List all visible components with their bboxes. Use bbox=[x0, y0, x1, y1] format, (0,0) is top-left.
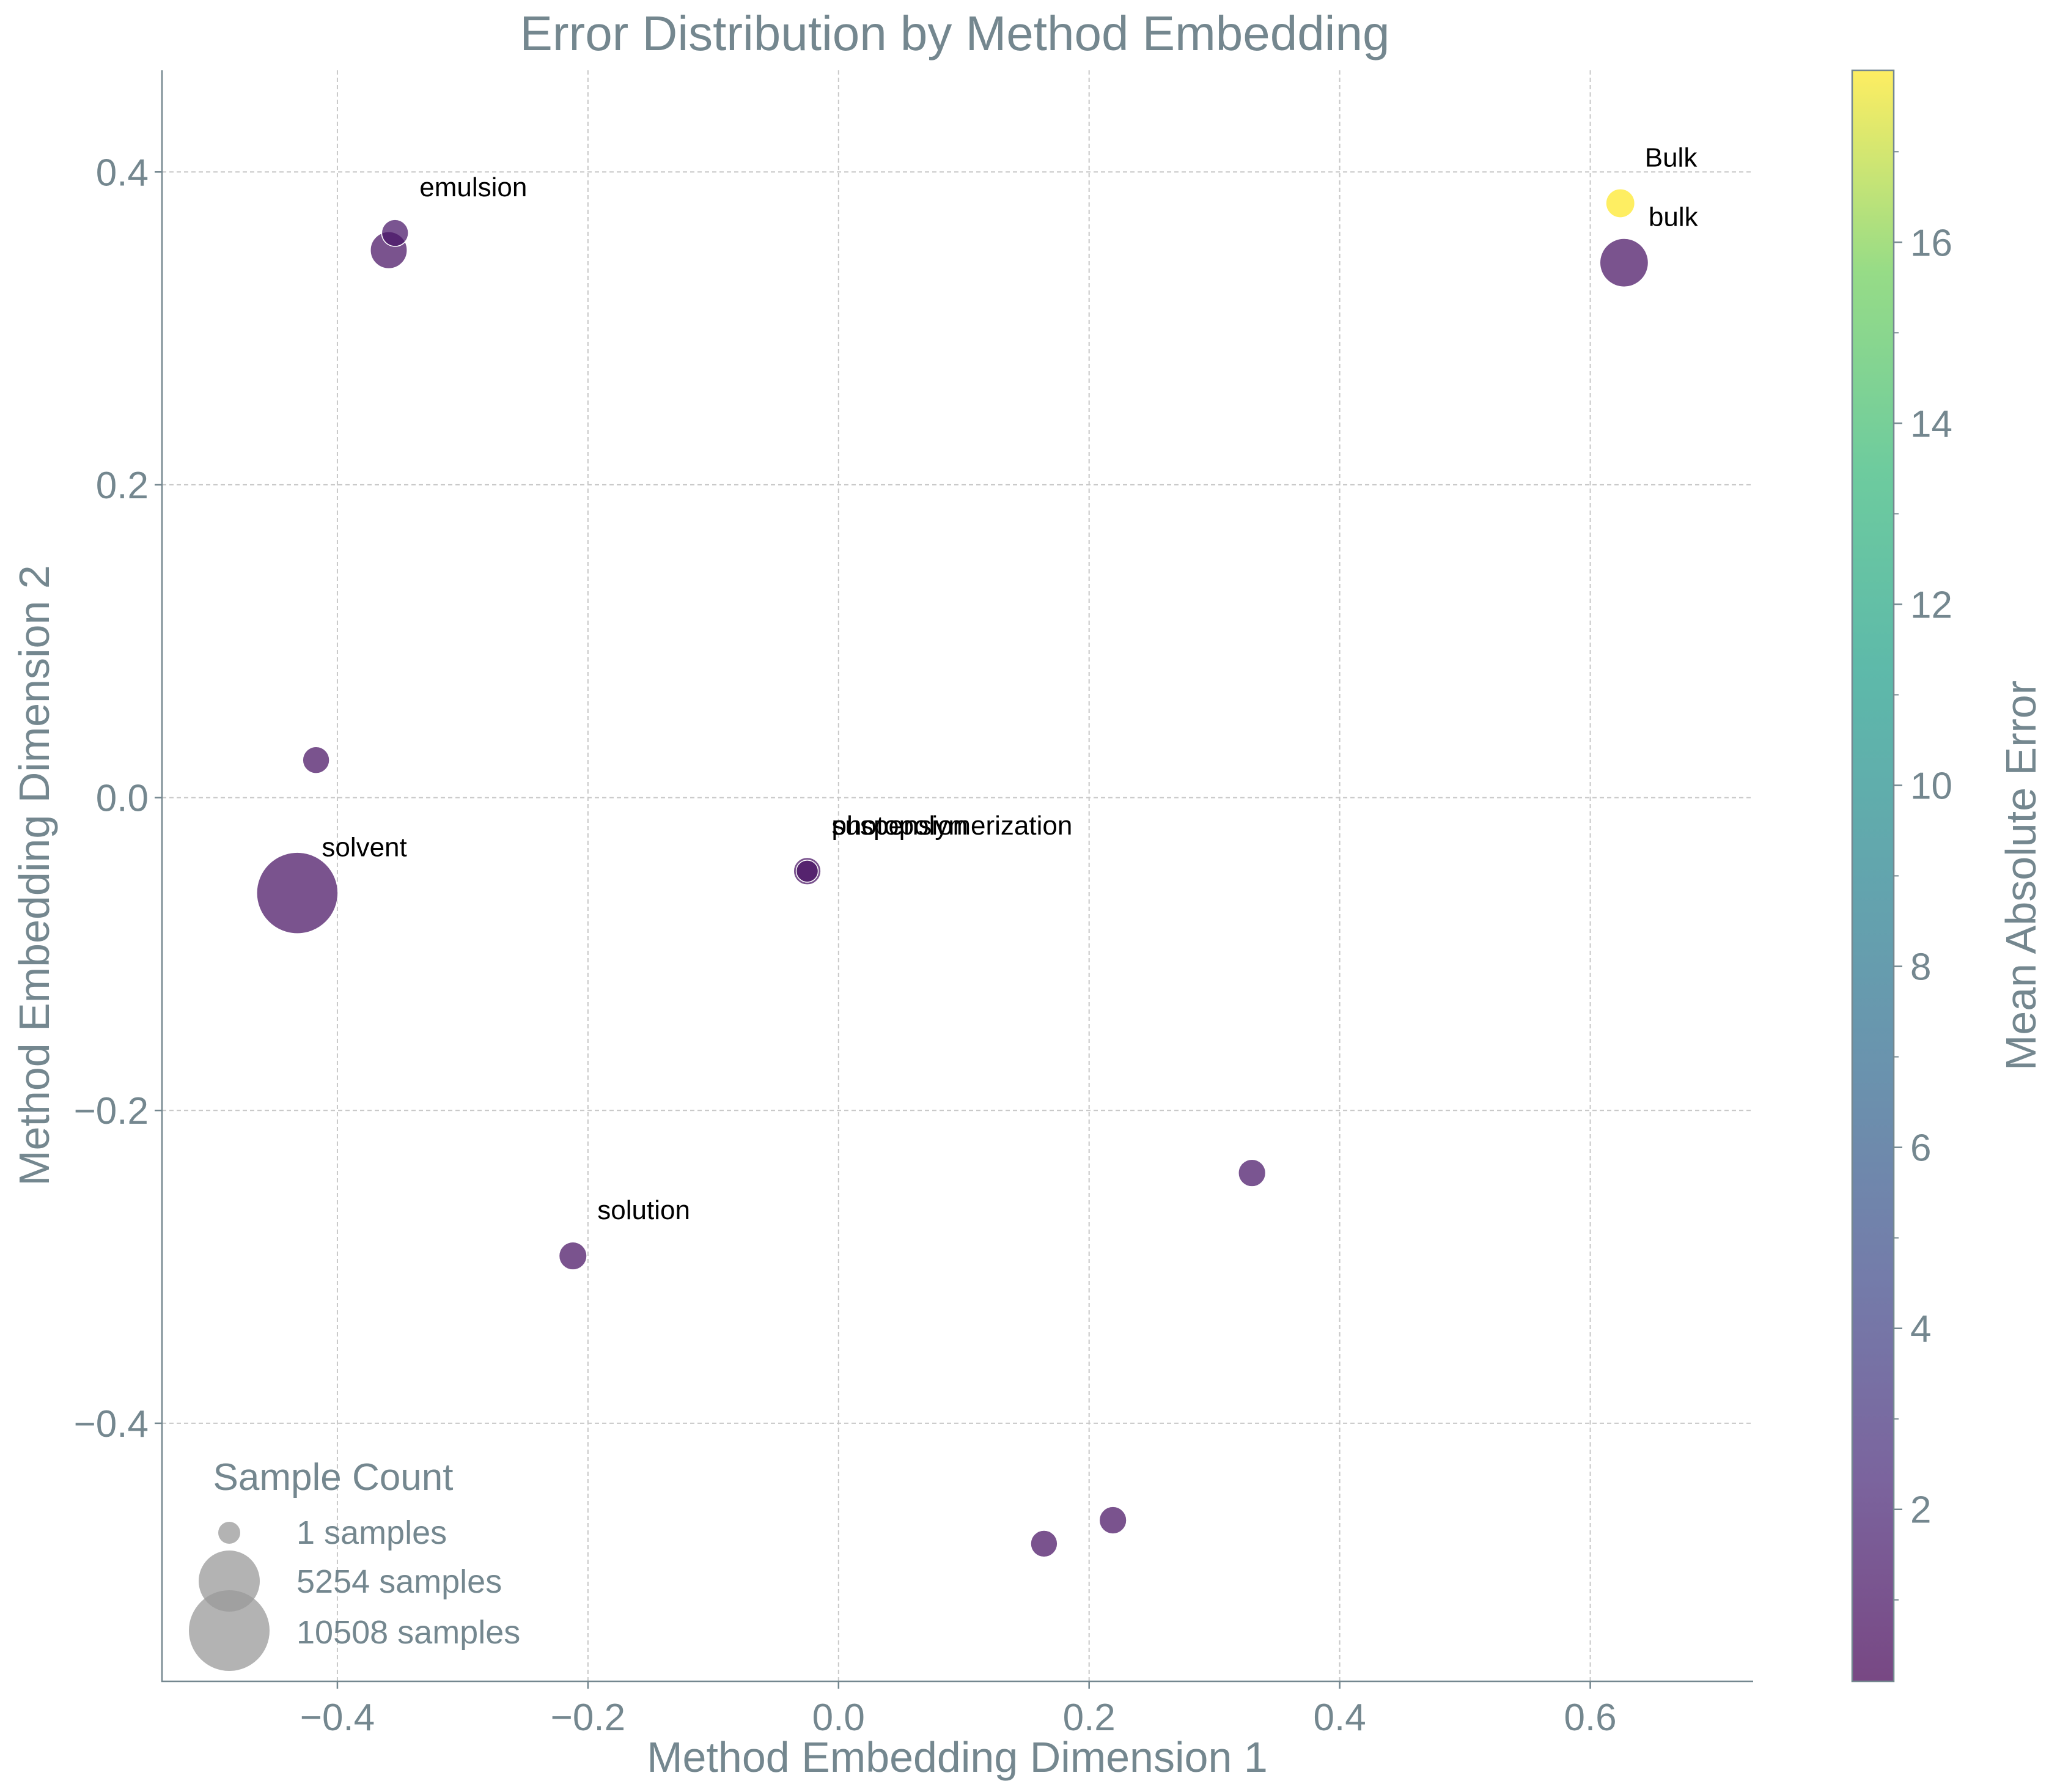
size-legend: Sample Count 1 samples 5254 samples 1050… bbox=[189, 1456, 520, 1671]
point-label: emulsion bbox=[419, 172, 527, 202]
x-axis-label: Method Embedding Dimension 1 bbox=[647, 1733, 1268, 1781]
colorbar-tick-label: 8 bbox=[1910, 946, 1931, 989]
legend-label-large: 10508 samples bbox=[296, 1614, 520, 1651]
legend-marker-small bbox=[218, 1522, 240, 1544]
legend-label-medium: 5254 samples bbox=[296, 1563, 502, 1600]
axes-spines bbox=[161, 70, 1753, 1683]
y-axis-ticks: −0.4 −0.2 0.0 0.2 0.4 bbox=[74, 152, 162, 1445]
data-point bbox=[1599, 238, 1649, 288]
data-point bbox=[795, 860, 819, 883]
x-tick-label: 0.6 bbox=[1564, 1697, 1616, 1739]
x-tick-label: 0.0 bbox=[812, 1697, 865, 1739]
y-tick-label: 0.2 bbox=[96, 465, 149, 507]
data-points bbox=[256, 188, 1649, 1558]
data-point bbox=[1030, 1530, 1058, 1558]
colorbar-ticks: 2 4 6 8 10 12 14 16 bbox=[1894, 151, 1952, 1601]
point-label: photopolymerization bbox=[832, 811, 1073, 841]
plot-area: solvent emulsion solution suspensionphotopo… bbox=[74, 70, 1753, 1739]
x-tick-label: 0.4 bbox=[1314, 1697, 1366, 1739]
data-point bbox=[381, 219, 409, 247]
colorbar-tick-label: 14 bbox=[1910, 403, 1952, 445]
x-axis-ticks: −0.4 −0.2 0.0 0.2 0.4 0.6 bbox=[300, 1681, 1617, 1739]
colorbar-label: Mean Absolute Error bbox=[1997, 680, 2045, 1071]
legend-title: Sample Count bbox=[213, 1456, 454, 1499]
colorbar-tick-label: 12 bbox=[1910, 584, 1952, 626]
y-axis-label: Method Embedding Dimension 2 bbox=[10, 565, 58, 1186]
data-point bbox=[256, 852, 339, 934]
data-point bbox=[1605, 188, 1636, 218]
colorbar: 2 4 6 8 10 12 14 16 Mean Absolute Error bbox=[1851, 69, 2045, 1683]
point-label: Bulk bbox=[1645, 142, 1698, 172]
data-point bbox=[302, 746, 330, 774]
point-label: solvent bbox=[322, 833, 406, 863]
legend-marker-large bbox=[189, 1590, 270, 1671]
x-tick-label: −0.2 bbox=[551, 1697, 625, 1739]
y-tick-label: 0.4 bbox=[96, 152, 149, 194]
y-tick-label: −0.4 bbox=[74, 1403, 149, 1445]
point-annotations: solvent emulsion solution suspensionphotopo… bbox=[322, 142, 1698, 1225]
data-point bbox=[558, 1241, 587, 1270]
data-point bbox=[1238, 1159, 1267, 1187]
y-tick-label: 0.0 bbox=[96, 778, 149, 820]
colorbar-gradient bbox=[1852, 70, 1894, 1681]
colorbar-tick-label: 2 bbox=[1910, 1489, 1931, 1532]
x-tick-label: −0.4 bbox=[300, 1697, 375, 1739]
legend-label-small: 1 samples bbox=[296, 1514, 447, 1551]
chart-title: Error Distribution by Method Embedding bbox=[520, 6, 1390, 61]
colorbar-tick-label: 10 bbox=[1910, 765, 1952, 807]
colorbar-tick-label: 16 bbox=[1910, 222, 1952, 264]
x-tick-label: 0.2 bbox=[1063, 1697, 1116, 1739]
grid-lines bbox=[162, 70, 1753, 1681]
colorbar-tick-label: 6 bbox=[1910, 1127, 1931, 1170]
colorbar-tick-label: 4 bbox=[1910, 1308, 1931, 1351]
point-label: bulk bbox=[1649, 202, 1699, 232]
data-point bbox=[1098, 1506, 1127, 1535]
y-tick-label: −0.2 bbox=[74, 1090, 149, 1132]
point-label: suspension bbox=[832, 811, 968, 841]
point-label: solution bbox=[597, 1195, 690, 1225]
